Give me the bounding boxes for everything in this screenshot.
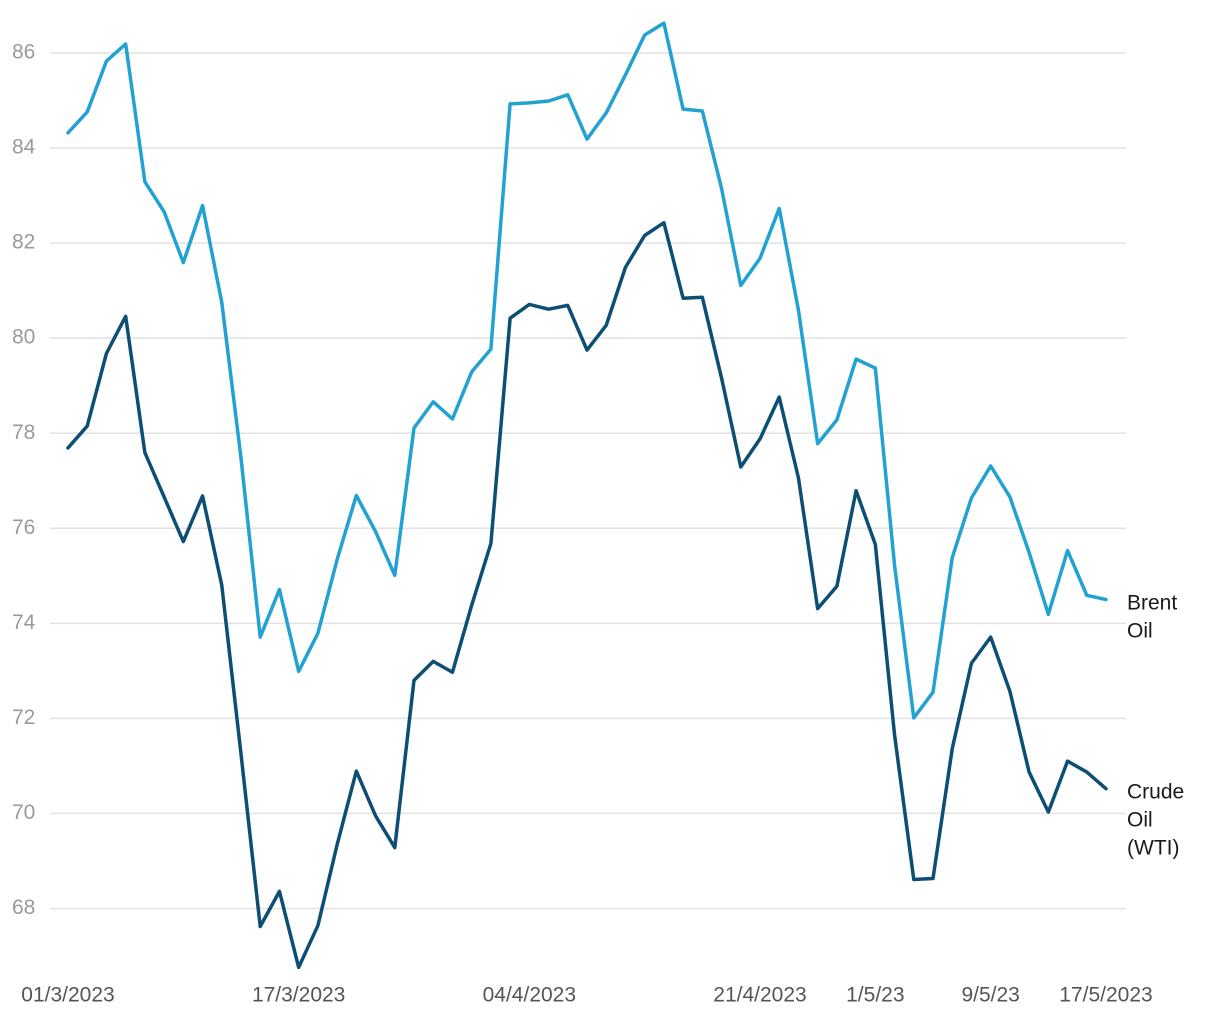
series-label: Crude Oil (WTI) <box>1127 780 1184 859</box>
y-tick-label: 86 <box>12 41 35 64</box>
y-tick-label: 80 <box>12 326 35 349</box>
series-label-line: Crude <box>1127 780 1184 803</box>
y-tick-label: 76 <box>12 516 35 539</box>
y-tick-label: 72 <box>12 706 35 729</box>
x-tick-label: 9/5/23 <box>961 984 1019 1007</box>
x-tick-label: 17/3/2023 <box>252 984 345 1007</box>
x-tick-label: 17/5/2023 <box>1059 984 1152 1007</box>
series-label-line: (WTI) <box>1127 836 1179 859</box>
series-label: Brent Oil <box>1127 591 1177 642</box>
y-tick-label: 68 <box>12 896 35 919</box>
x-tick-label: 04/4/2023 <box>483 984 576 1007</box>
y-tick-label: 82 <box>12 231 35 254</box>
x-tick-label: 1/5/23 <box>846 984 904 1007</box>
y-tick-label: 84 <box>12 136 36 159</box>
series-line <box>66 220 1108 970</box>
series-line <box>66 21 1108 720</box>
series-label-line: Brent <box>1127 591 1177 614</box>
x-tick-label: 01/3/2023 <box>21 984 114 1007</box>
series-label-line: Oil <box>1127 619 1153 642</box>
y-tick-label: 78 <box>12 421 35 444</box>
y-tick-label: 74 <box>12 611 36 634</box>
y-tick-label: 70 <box>12 801 35 824</box>
series-label-line: Oil <box>1127 808 1153 831</box>
x-tick-label: 21/4/2023 <box>713 984 806 1007</box>
